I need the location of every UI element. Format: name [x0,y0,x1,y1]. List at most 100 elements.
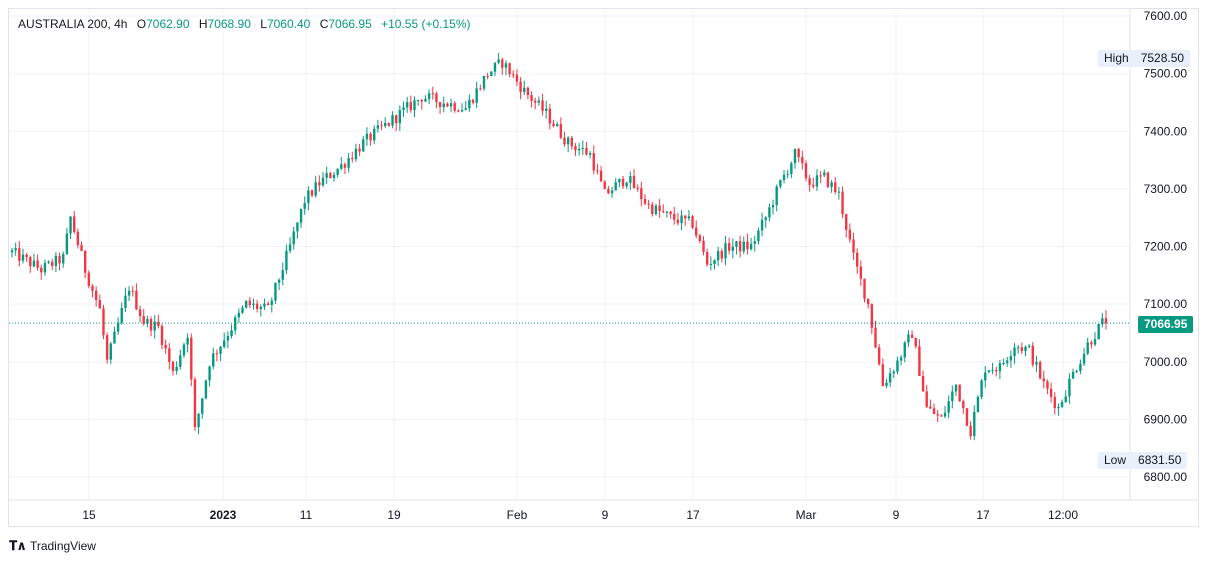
candle-up [903,342,906,358]
interval-label[interactable]: 4h [114,17,128,31]
candle-down [702,240,705,253]
candle-down [105,335,109,360]
candle-down [1046,381,1049,389]
low-marker: Low 6831.50 [1098,452,1188,469]
candle-up [610,190,614,194]
candle-down [662,211,665,213]
candle-up [449,103,453,107]
candle-up [54,255,58,267]
candle-down [1049,388,1053,397]
candle-down [932,408,936,415]
candle-down [936,414,939,416]
candle-up [815,175,819,187]
candle-down [669,211,672,215]
candle-down [255,303,259,309]
candle-up [757,230,760,242]
y-tick-label: 7000.00 [1144,355,1188,369]
candle-up [153,321,156,331]
candle-up [581,147,584,149]
candle-down [914,337,917,347]
candle-down [965,408,969,426]
candle-down [574,146,577,151]
price-axis[interactable]: 6800.00 6900.00 7000.00 7100.00 7200.00 7300.… [1129,9,1188,500]
candle-up [124,295,127,308]
candle-up [709,263,713,265]
candle-up [321,177,325,186]
candle-down [746,241,749,250]
candle-down [98,300,102,309]
candle-down [171,361,175,371]
candle-up [208,366,211,381]
candle-down [420,100,423,102]
x-tick-label: 9 [602,508,609,522]
x-tick-label: 15 [82,508,96,522]
candle-up [475,88,478,103]
candle-up [665,211,669,213]
x-tick-label: 17 [686,508,700,522]
candle-up [314,182,317,196]
candle-up [340,164,343,169]
candle-up [764,217,767,220]
change-value: +10.55 (+0.15%) [381,17,471,31]
y-tick-label: 7300.00 [1144,182,1188,196]
y-tick-label: 7600.00 [1144,9,1188,23]
time-axis[interactable]: 15 2023 11 19 Feb 9 17 Mar 9 17 12:00 [9,499,1199,522]
candle-up [376,125,380,129]
candle-down [1038,361,1042,379]
candles [10,52,1108,441]
candle-down [647,203,650,205]
candle-down [826,172,830,187]
candle-up [416,100,420,102]
low-value: 7060.40 [266,17,311,31]
y-tick-label: 7200.00 [1144,240,1188,254]
candle-down [508,63,511,75]
candle-up [288,244,292,251]
candle-up [1016,347,1020,349]
candle-down [1104,318,1108,324]
candle-down [603,181,606,190]
candle-down [910,334,914,338]
candle-up [233,317,237,331]
candle-up [753,241,756,244]
candle-up [292,231,295,245]
candle-down [73,216,76,232]
candle-up [885,382,888,387]
tradingview-brand[interactable]: 𝐓∧ TradingView [9,538,96,554]
x-tick-label: 12:00 [1048,508,1078,522]
candle-down [548,108,552,124]
y-tick-label: 6900.00 [1144,412,1188,426]
candle-down [658,205,661,212]
candle-down [797,148,800,158]
candle-down [698,235,702,241]
candle-down [394,115,398,124]
candle-up [263,303,266,307]
candle-down [36,260,39,268]
candle-up [464,108,467,110]
candle-up [680,215,683,224]
candle-up [544,108,548,112]
chart-frame[interactable] [8,8,1199,527]
candle-down [1090,342,1093,345]
candle-down [457,110,460,112]
candle-down [695,227,698,236]
last-price-value: 7066.95 [1144,317,1188,331]
last-price-tag: 7066.95 [1138,316,1194,333]
candle-up [244,300,248,308]
candle-up [354,148,358,160]
candle-up [1071,371,1075,379]
candle-up [830,182,833,187]
candle-up [1079,363,1082,371]
candle-up [947,401,950,413]
candle-up [296,222,299,232]
candle-down [841,191,844,215]
candle-down [266,303,270,306]
candle-up [299,208,303,223]
low-label: L [260,17,267,31]
candle-up [749,243,753,250]
y-tick-label: 7500.00 [1144,67,1188,81]
candle-down [808,178,811,185]
candle-down [684,215,687,219]
symbol-name[interactable]: AUSTRALIA 200 [18,17,108,31]
candle-down [1053,396,1056,409]
